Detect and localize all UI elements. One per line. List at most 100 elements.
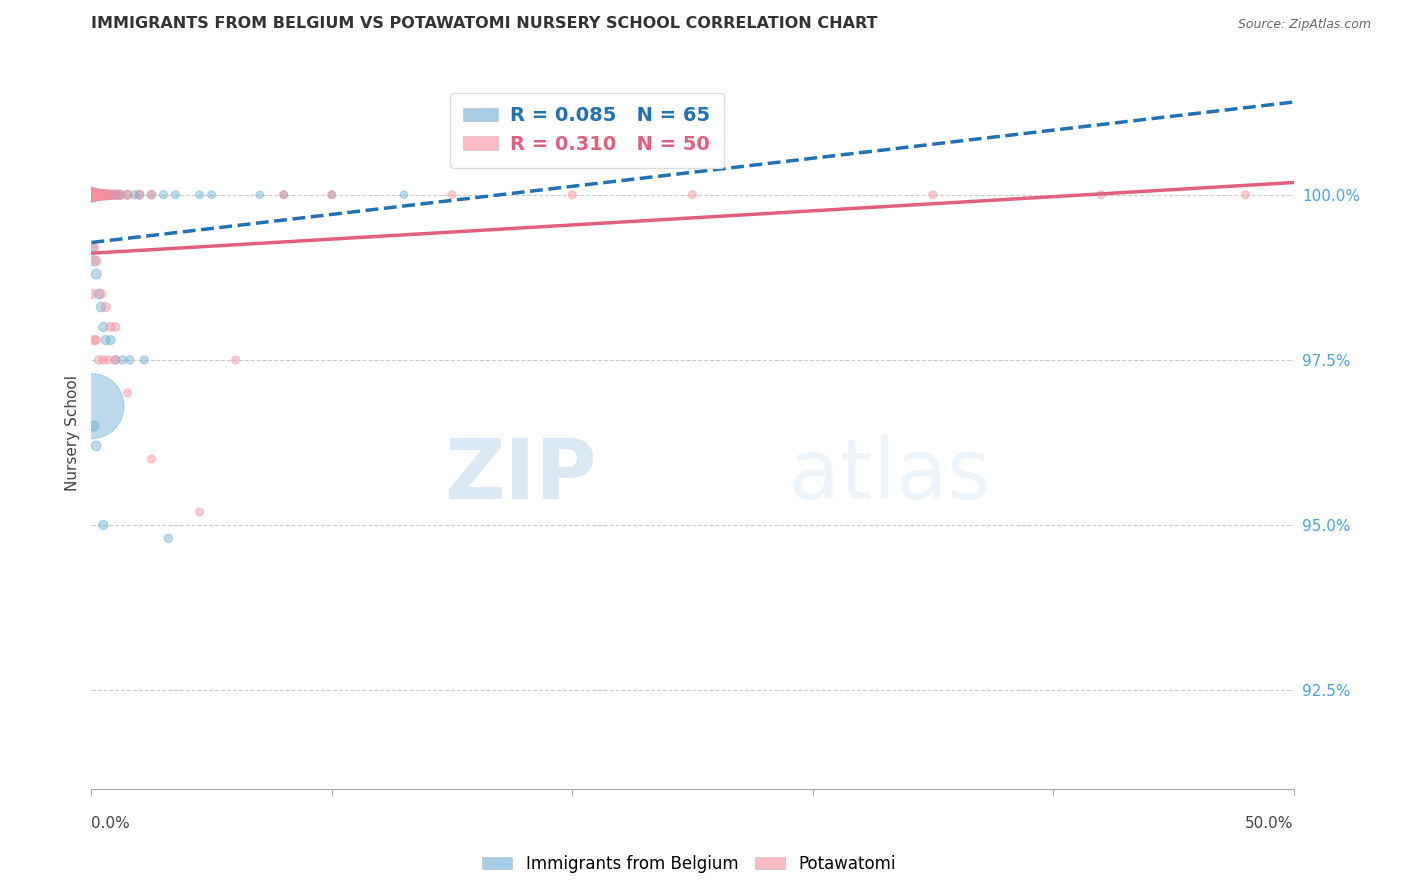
Point	[84, 187, 107, 202]
Point	[90, 300, 112, 314]
Point	[87, 353, 110, 368]
Point	[100, 187, 122, 202]
Point	[152, 187, 174, 202]
Point	[1090, 187, 1112, 202]
Point	[83, 187, 105, 202]
Point	[84, 253, 107, 268]
Point	[188, 505, 211, 519]
Point	[1234, 187, 1257, 202]
Point	[80, 187, 103, 202]
Point	[80, 187, 103, 202]
Point	[84, 267, 107, 281]
Point	[83, 187, 105, 202]
Point	[84, 187, 107, 202]
Point	[84, 187, 107, 202]
Point	[90, 187, 112, 202]
Point	[561, 187, 583, 202]
Text: 50.0%: 50.0%	[1246, 816, 1294, 831]
Point	[392, 187, 415, 202]
Point	[83, 187, 105, 202]
Point	[80, 187, 103, 202]
Y-axis label: Nursery School: Nursery School	[65, 375, 80, 491]
Point	[80, 187, 103, 202]
Point	[104, 187, 127, 202]
Point	[141, 452, 163, 467]
Point	[100, 187, 122, 202]
Point	[104, 187, 127, 202]
Point	[87, 187, 110, 202]
Point	[141, 187, 163, 202]
Point	[107, 187, 129, 202]
Point	[225, 353, 247, 368]
Point	[93, 518, 115, 533]
Point	[141, 187, 163, 202]
Point	[110, 187, 132, 202]
Point	[100, 319, 122, 334]
Point	[80, 187, 103, 202]
Text: 0.0%: 0.0%	[91, 816, 131, 831]
Point	[94, 333, 117, 347]
Point	[922, 187, 945, 202]
Point	[124, 187, 146, 202]
Point	[80, 187, 103, 202]
Point	[90, 286, 112, 301]
Point	[83, 187, 105, 202]
Point	[97, 187, 120, 202]
Point	[128, 187, 150, 202]
Point	[83, 187, 105, 202]
Point	[80, 187, 103, 202]
Point	[165, 187, 187, 202]
Point	[87, 187, 110, 202]
Text: atlas: atlas	[789, 435, 990, 516]
Point	[111, 353, 134, 368]
Point	[87, 187, 110, 202]
Point	[83, 419, 105, 434]
Point	[84, 333, 107, 347]
Point	[83, 241, 105, 255]
Point	[80, 241, 103, 255]
Point	[681, 187, 703, 202]
Point	[83, 187, 105, 202]
Point	[80, 187, 103, 202]
Point	[94, 300, 117, 314]
Point	[273, 187, 295, 202]
Point	[83, 187, 105, 202]
Point	[94, 187, 117, 202]
Point	[188, 187, 211, 202]
Point	[87, 286, 110, 301]
Point	[80, 187, 103, 202]
Point	[87, 187, 110, 202]
Point	[200, 187, 222, 202]
Point	[80, 286, 103, 301]
Point	[84, 187, 107, 202]
Point	[83, 333, 105, 347]
Legend: R = 0.085   N = 65, R = 0.310   N = 50: R = 0.085 N = 65, R = 0.310 N = 50	[450, 93, 724, 168]
Point	[101, 187, 124, 202]
Point	[134, 353, 156, 368]
Point	[80, 187, 103, 202]
Point	[80, 187, 103, 202]
Point	[94, 187, 117, 202]
Point	[104, 353, 127, 368]
Point	[83, 187, 105, 202]
Point	[104, 353, 127, 368]
Point	[90, 187, 112, 202]
Point	[80, 399, 103, 413]
Point	[93, 187, 115, 202]
Point	[90, 187, 112, 202]
Point	[80, 187, 103, 202]
Point	[249, 187, 271, 202]
Point	[440, 187, 463, 202]
Text: Source: ZipAtlas.com: Source: ZipAtlas.com	[1237, 18, 1371, 31]
Point	[83, 187, 105, 202]
Point	[87, 187, 110, 202]
Point	[80, 187, 103, 202]
Point	[80, 187, 103, 202]
Point	[93, 187, 115, 202]
Point	[104, 319, 127, 334]
Point	[100, 333, 122, 347]
Point	[117, 187, 139, 202]
Text: ZIP: ZIP	[444, 435, 596, 516]
Point	[321, 187, 343, 202]
Point	[117, 386, 139, 401]
